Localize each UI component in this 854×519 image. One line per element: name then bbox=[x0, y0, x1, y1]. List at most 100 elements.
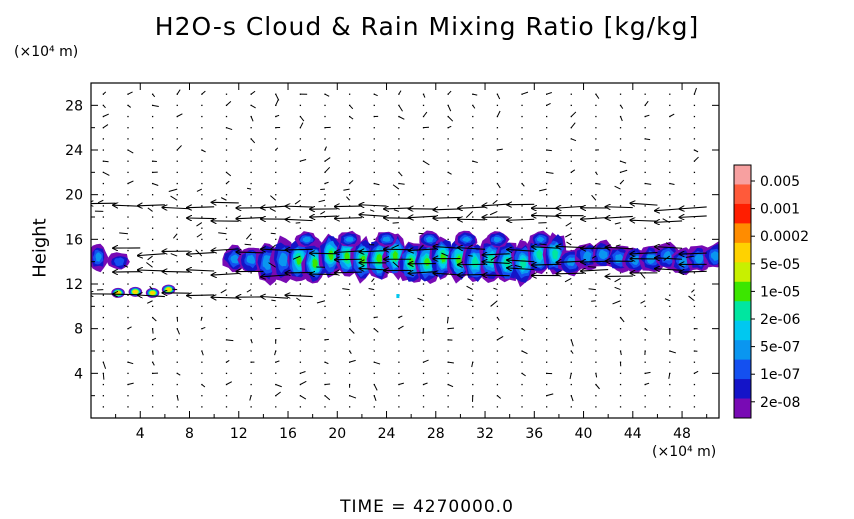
wind-arrow bbox=[384, 208, 412, 209]
wind-arrow bbox=[606, 207, 633, 208]
x-tick-label: 12 bbox=[230, 426, 248, 442]
wind-vector bbox=[688, 295, 695, 302]
wind-arrow bbox=[507, 250, 535, 252]
vector-dot bbox=[546, 406, 548, 408]
wind-arrow bbox=[680, 207, 707, 209]
vector-dot bbox=[250, 194, 252, 196]
wind-vector bbox=[398, 171, 403, 177]
vector-dot bbox=[644, 406, 646, 408]
wind-arrow bbox=[556, 206, 584, 208]
wind-vector bbox=[127, 361, 134, 365]
wind-vector bbox=[250, 339, 253, 344]
vector-dot bbox=[669, 383, 671, 386]
vector-dot bbox=[151, 395, 154, 397]
vector-dot bbox=[127, 227, 129, 229]
wind-arrow bbox=[680, 253, 707, 254]
wind-vector bbox=[127, 104, 132, 108]
vector-dot bbox=[225, 350, 228, 352]
wind-arrow bbox=[335, 251, 362, 253]
vector-dot bbox=[250, 328, 252, 330]
vector-dot bbox=[348, 372, 351, 375]
cloud-contour bbox=[262, 255, 272, 270]
vector-dot bbox=[324, 194, 326, 196]
vector-dot bbox=[151, 383, 154, 386]
vector-dot bbox=[324, 283, 326, 285]
vector-dot bbox=[127, 249, 129, 252]
vector-dot bbox=[398, 406, 400, 408]
vector-dot bbox=[225, 294, 228, 296]
vector-dot bbox=[644, 294, 646, 296]
colorbar-label: 5e-05 bbox=[760, 257, 800, 273]
wind-vector bbox=[200, 317, 203, 321]
vector-dot bbox=[570, 205, 572, 207]
wind-arrow bbox=[507, 268, 535, 270]
wind-vector bbox=[665, 242, 671, 246]
wind-vector bbox=[368, 287, 375, 291]
vector-dot bbox=[151, 283, 154, 285]
vector-dot bbox=[546, 138, 548, 140]
cloud-contour bbox=[694, 254, 704, 264]
colorbar-swatch bbox=[734, 203, 751, 224]
vector-dot bbox=[225, 283, 228, 285]
vector-dot bbox=[398, 305, 400, 308]
vector-dot bbox=[570, 283, 572, 285]
vector-dot bbox=[472, 339, 474, 341]
wind-arrow bbox=[581, 261, 609, 262]
wind-arrow bbox=[606, 216, 633, 218]
wind-vector bbox=[147, 255, 153, 261]
wind-vector bbox=[320, 210, 326, 215]
vector-dot bbox=[324, 305, 326, 308]
wind-vector bbox=[250, 138, 256, 144]
wind-arrow bbox=[212, 202, 239, 203]
wind-arrow bbox=[286, 249, 313, 250]
vector-dot bbox=[201, 227, 203, 229]
wind-arrow bbox=[433, 273, 461, 275]
wind-vector bbox=[644, 382, 650, 385]
x-tick-label: 36 bbox=[525, 426, 543, 442]
wind-vector bbox=[620, 160, 627, 164]
wind-vector bbox=[195, 249, 203, 257]
vector-dot bbox=[619, 305, 622, 308]
vector-dot bbox=[619, 205, 622, 207]
wind-arrow bbox=[261, 249, 289, 250]
vector-dot bbox=[201, 138, 203, 140]
wind-vector bbox=[398, 183, 405, 185]
wind-vector bbox=[644, 114, 650, 117]
vector-dot bbox=[669, 395, 671, 397]
vector-dot bbox=[176, 104, 178, 107]
vector-dot bbox=[275, 194, 277, 196]
vector-dot bbox=[595, 238, 597, 241]
y-tick-label: 8 bbox=[74, 322, 83, 338]
vector-dot bbox=[373, 339, 375, 341]
wind-vector bbox=[694, 156, 699, 162]
wind-vector bbox=[201, 149, 206, 153]
wind-vector bbox=[669, 183, 675, 185]
vector-dot bbox=[496, 194, 499, 196]
vector-dot bbox=[669, 160, 671, 162]
wind-vector bbox=[570, 350, 574, 354]
vector-dot bbox=[644, 339, 646, 341]
vector-dot bbox=[422, 283, 425, 285]
wind-vector bbox=[539, 188, 547, 192]
wind-arrow bbox=[458, 248, 486, 250]
vector-dot bbox=[250, 350, 252, 352]
vector-dot bbox=[176, 160, 178, 162]
vector-dot bbox=[546, 227, 548, 229]
vector-dot bbox=[496, 383, 499, 386]
wind-vector bbox=[685, 255, 695, 258]
cloud-contour bbox=[95, 252, 102, 262]
vector-dot bbox=[102, 238, 105, 241]
wind-vector bbox=[664, 298, 670, 302]
vector-dot bbox=[595, 283, 597, 285]
wind-vector bbox=[423, 359, 429, 363]
vector-dot bbox=[373, 238, 375, 241]
wind-vector bbox=[152, 93, 156, 98]
wind-vector bbox=[373, 395, 377, 401]
vector-dot bbox=[669, 283, 671, 285]
wind-vector bbox=[324, 146, 327, 151]
vector-dot bbox=[176, 339, 178, 341]
vector-dot bbox=[201, 283, 203, 285]
wind-vector bbox=[493, 287, 498, 291]
vector-dot bbox=[250, 272, 252, 274]
